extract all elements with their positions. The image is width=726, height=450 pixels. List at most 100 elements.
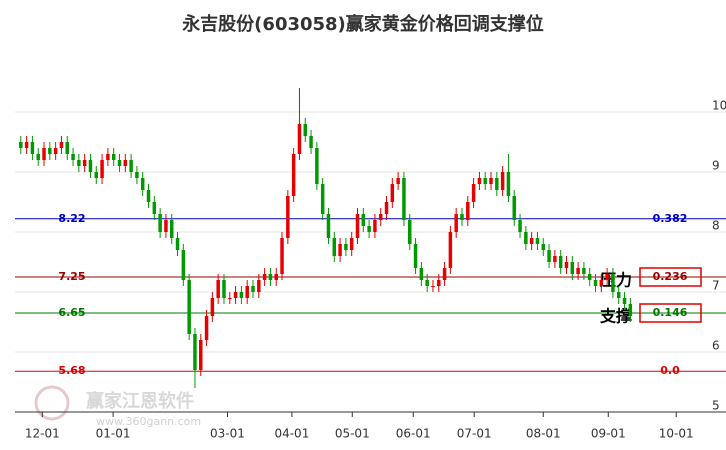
- candle-body: [541, 244, 546, 250]
- candle-body: [36, 154, 40, 160]
- watermark-text: 赢家江恩软件: [86, 390, 194, 412]
- y-tick-label: 7: [712, 279, 720, 293]
- candle-body: [564, 262, 569, 268]
- x-tick-label: 04-01: [274, 427, 309, 441]
- candle-body: [169, 220, 174, 238]
- candle-body: [274, 274, 278, 280]
- candle-body: [605, 274, 609, 280]
- candle-body: [402, 178, 406, 220]
- candle-body: [361, 214, 366, 226]
- y-tick-label: 8: [712, 219, 720, 233]
- candle-body: [326, 214, 331, 238]
- candle-body: [181, 250, 186, 280]
- level-price-label: 5.68: [58, 364, 85, 377]
- candle-body: [152, 202, 157, 214]
- candle-body: [535, 238, 540, 244]
- candle-body: [367, 226, 371, 232]
- candle-body: [524, 232, 528, 244]
- x-tick-label: 05-01: [335, 427, 370, 441]
- x-tick-label: 08-01: [526, 427, 561, 441]
- candle-body: [280, 238, 284, 274]
- chart-title: 永吉股份(603058)赢家黄金价格回调支撑位: [181, 13, 544, 35]
- candle-body: [332, 238, 337, 256]
- candle-body: [233, 292, 238, 298]
- candle-body: [547, 250, 551, 262]
- candle-body: [558, 256, 563, 268]
- level-ratio-label: 0.146: [653, 306, 688, 319]
- candle-body: [48, 148, 52, 154]
- candle-body: [111, 154, 116, 160]
- level-ratio-label: 0.236: [653, 270, 688, 283]
- level-ratio-label: 0.382: [653, 212, 688, 225]
- x-tick-label: 10-01: [659, 427, 694, 441]
- level-price-label: 8.22: [58, 212, 85, 225]
- candle-body: [245, 286, 249, 298]
- candle-body: [622, 298, 627, 304]
- candle-body: [413, 244, 418, 268]
- candle-body: [303, 124, 307, 136]
- candle-body: [460, 214, 464, 220]
- watermark-url: www.360gann.com: [96, 415, 201, 428]
- candle-body: [297, 124, 302, 154]
- candle-body: [518, 220, 522, 232]
- candle-body: [454, 214, 458, 232]
- candle-body: [146, 190, 151, 202]
- candle-body: [286, 196, 290, 238]
- candle-body: [94, 172, 99, 178]
- candle-body: [204, 316, 209, 340]
- candle-body: [193, 334, 197, 370]
- candle-body: [570, 262, 575, 274]
- level-annotation: 压力: [600, 271, 632, 290]
- candle-body: [53, 148, 58, 154]
- candle-body: [135, 172, 139, 178]
- candle-body: [291, 154, 296, 196]
- candle-body: [175, 238, 180, 250]
- level-box: [639, 267, 702, 287]
- x-tick-label: 01-01: [96, 427, 131, 441]
- candle-body: [599, 280, 604, 286]
- candle-body: [199, 340, 203, 370]
- candle-body: [82, 160, 87, 166]
- candle-body: [437, 280, 441, 286]
- candle-body: [587, 274, 592, 280]
- candle-body: [448, 232, 453, 268]
- candle-body: [408, 220, 412, 244]
- x-tick-label: 09-01: [591, 427, 626, 441]
- candle-body: [257, 280, 261, 292]
- candle-body: [425, 280, 429, 286]
- candle-body: [251, 286, 255, 292]
- candle-body: [611, 274, 615, 292]
- candle-body: [483, 178, 487, 184]
- candle-body: [495, 178, 499, 190]
- candle-body: [88, 160, 93, 172]
- candle-body: [59, 142, 64, 148]
- level-box: [639, 303, 702, 323]
- y-tick-label: 6: [712, 339, 720, 353]
- watermark-logo: [34, 385, 70, 421]
- candle-body: [355, 214, 360, 238]
- candle-body: [315, 148, 319, 184]
- x-tick-label: 03-01: [210, 427, 245, 441]
- x-tick-label: 06-01: [396, 427, 431, 441]
- candle-body: [582, 268, 586, 274]
- candle-body: [123, 160, 128, 166]
- candle-body: [77, 160, 81, 166]
- candle-body: [71, 154, 75, 160]
- candle-body: [187, 280, 191, 334]
- candle-body: [628, 304, 633, 316]
- candle-body: [466, 202, 470, 220]
- candle-body: [216, 280, 220, 298]
- candle-body: [239, 292, 244, 298]
- candle-body: [42, 148, 46, 160]
- candle-body: [210, 298, 215, 316]
- candle-body: [512, 196, 516, 220]
- candle-body: [129, 160, 133, 172]
- x-tick-label: 12-01: [25, 427, 60, 441]
- candle-body: [553, 256, 557, 262]
- candle-body: [338, 244, 342, 256]
- candle-body: [477, 178, 482, 184]
- candle-body: [222, 280, 226, 298]
- candle-body: [373, 220, 377, 232]
- candle-body: [262, 274, 267, 280]
